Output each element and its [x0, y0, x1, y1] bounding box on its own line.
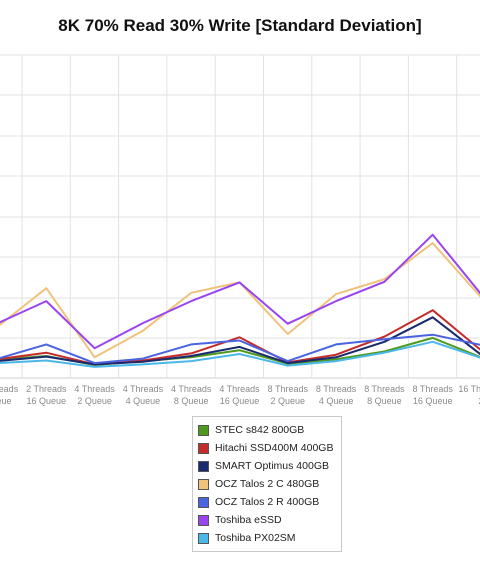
x-tick-label: 4 Threads 8 Queue [171, 384, 212, 406]
x-tick-label: 8 Threads 8 Queue [364, 384, 405, 406]
legend-swatch [198, 532, 209, 544]
x-tick-label: 4 Threads 16 Queue [219, 384, 260, 406]
legend-swatch [198, 514, 209, 526]
legend-swatch [198, 460, 209, 472]
x-tick-label: 8 Threads 2 Queue [268, 384, 309, 406]
x-tick-label: 8 Threads 16 Queue [413, 384, 454, 406]
legend-label: Toshiba eSSD [215, 514, 282, 526]
legend-item: Hitachi SSD400M 400GB [193, 439, 341, 457]
legend-item: Toshiba eSSD [193, 511, 341, 529]
series-line [0, 316, 480, 366]
legend-label: Hitachi SSD400M 400GB [215, 442, 334, 454]
chart-title: 8K 70% Read 30% Write [Standard Deviatio… [58, 16, 422, 35]
legend-swatch [198, 442, 209, 454]
legend-label: OCZ Talos 2 R 400GB [215, 496, 320, 508]
legend-item: OCZ Talos 2 C 480GB [193, 475, 341, 493]
legend-label: Toshiba PX02SM [215, 532, 296, 544]
x-tick-label: 2 ThreadsQueue [0, 384, 19, 406]
legend-label: OCZ Talos 2 C 480GB [215, 478, 320, 490]
legend-swatch [198, 478, 209, 490]
legend-item: SMART Optimus 400GB [193, 457, 341, 475]
series-line [0, 233, 480, 350]
x-tick-label: 4 Threads 2 Queue [74, 384, 115, 406]
legend-label: STEC s842 800GB [215, 424, 305, 436]
legend-item: Toshiba PX02SM [193, 529, 341, 547]
series-line [0, 309, 480, 366]
legend-item: STEC s842 800GB [193, 421, 341, 439]
legend: STEC s842 800GB Hitachi SSD400M 400GB SMAR… [192, 416, 342, 552]
series-line [0, 340, 480, 368]
legend-label: SMART Optimus 400GB [215, 460, 329, 472]
x-tick-label: 8 Threads 4 Queue [316, 384, 357, 406]
series-line [0, 333, 480, 365]
legend-swatch [198, 424, 209, 436]
legend-item: OCZ Talos 2 R 400GB [193, 493, 341, 511]
series-lines [0, 233, 480, 368]
x-tick-label: 4 Threads 4 Queue [123, 384, 164, 406]
legend-swatch [198, 496, 209, 508]
x-tick-label: 2 Threads 16 Queue [26, 384, 67, 406]
